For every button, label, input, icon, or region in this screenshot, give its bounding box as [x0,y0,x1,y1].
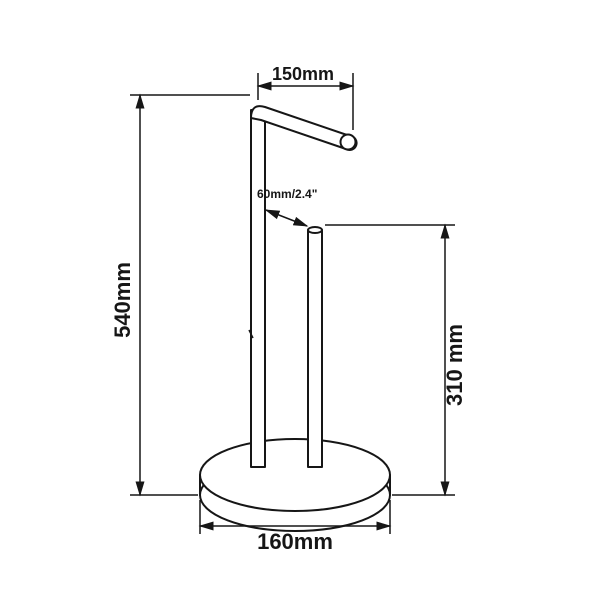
tall-pole [251,110,265,467]
short-pole [308,230,322,467]
label-gap: 60mm/2.4" [257,187,317,201]
dim-total-height: 540mm [110,95,250,495]
label-total-height: 540mm [110,262,135,338]
dimension-diagram: 150mm 540mm 310 mm 160mm 60mm/2.4" [0,0,600,600]
short-pole-cap [308,227,322,233]
label-base: 160mm [257,529,333,554]
base-top [200,439,390,511]
dim-gap: 60mm/2.4" [257,187,317,226]
label-short-pole: 310 mm [442,324,467,406]
label-top-arm: 150mm [272,64,334,84]
top-arm [251,106,357,150]
